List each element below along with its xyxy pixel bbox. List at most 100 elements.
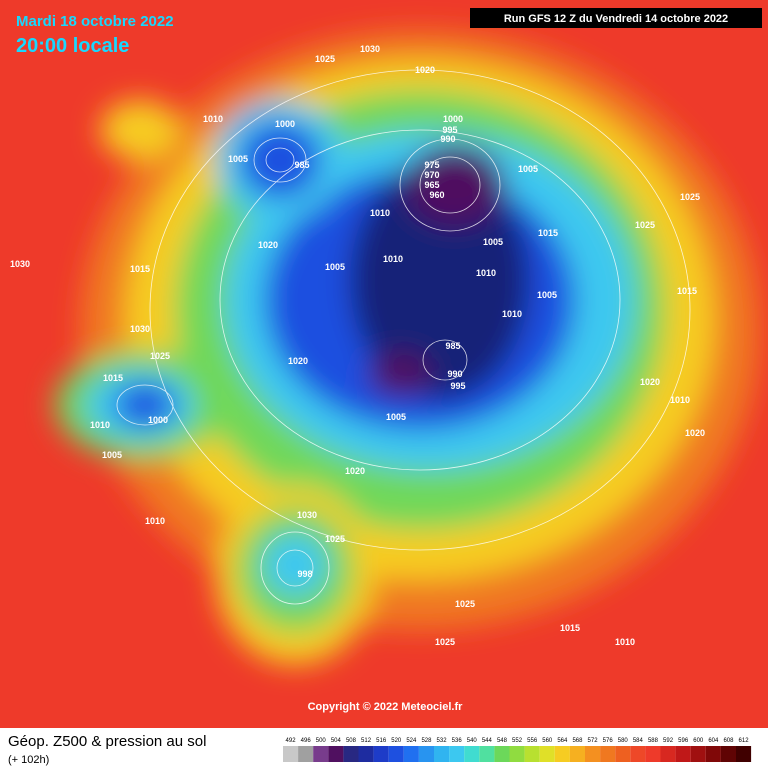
- scale-swatch: [479, 746, 495, 762]
- scale-swatch: [736, 746, 752, 762]
- scale-swatch: [524, 746, 540, 762]
- pressure-label: 1010: [670, 395, 690, 405]
- pressure-label: 1015: [538, 228, 558, 238]
- scale-label: 504: [331, 738, 342, 744]
- scale-label: 508: [346, 738, 357, 744]
- scale-swatch: [403, 746, 419, 762]
- scale-label: 492: [286, 738, 297, 744]
- scale-label: 588: [648, 738, 659, 744]
- scale-swatch: [585, 746, 601, 762]
- pressure-label: 1025: [680, 192, 700, 202]
- scale-swatch: [705, 746, 721, 762]
- pressure-label: 1030: [360, 44, 380, 54]
- scale-label: 584: [633, 738, 644, 744]
- pressure-label: 995: [442, 125, 457, 135]
- scale-swatch: [388, 746, 404, 762]
- pressure-label: 1010: [502, 309, 522, 319]
- scale-label: 556: [527, 738, 538, 744]
- pressure-label: 1030: [297, 510, 317, 520]
- scale-swatch: [343, 746, 359, 762]
- scale-swatch: [509, 746, 525, 762]
- pressure-label: 1030: [10, 259, 30, 269]
- scale-swatch: [494, 746, 510, 762]
- footer-lead: (+ 102h): [8, 754, 49, 766]
- scale-label: 532: [437, 738, 448, 744]
- pressure-label: 1030: [130, 324, 150, 334]
- run-label: Run GFS 12 Z du Vendredi 14 octobre 2022: [504, 13, 728, 25]
- scale-swatch: [449, 746, 465, 762]
- date-title: Mardi 18 octobre 2022: [16, 13, 174, 30]
- pressure-label: 1025: [150, 351, 170, 361]
- pressure-label: 1000: [148, 415, 168, 425]
- scale-label: 544: [482, 738, 493, 744]
- pressure-label: 1010: [90, 420, 110, 430]
- pressure-label: 1020: [415, 65, 435, 75]
- scale-swatch: [328, 746, 344, 762]
- scale-swatch: [464, 746, 480, 762]
- run-box: [470, 8, 762, 28]
- pressure-label: 1020: [288, 356, 308, 366]
- pressure-label: 998: [297, 569, 312, 579]
- isobars: [116, 69, 691, 605]
- scale-label: 572: [588, 738, 599, 744]
- scale-label: 540: [467, 738, 478, 744]
- pressure-label: 1010: [370, 208, 390, 218]
- copyright: Copyright © 2022 Meteociel.fr: [308, 701, 464, 713]
- scale-label: 596: [678, 738, 689, 744]
- scale-label: 512: [361, 738, 372, 744]
- scale-label: 520: [391, 738, 402, 744]
- pressure-label: 1005: [483, 237, 503, 247]
- pressure-label: 1020: [258, 240, 278, 250]
- scale-swatch: [645, 746, 661, 762]
- scale-label: 608: [723, 738, 734, 744]
- pressure-label: 1010: [145, 516, 165, 526]
- scale-label: 496: [301, 738, 312, 744]
- pressure-label: 1010: [476, 268, 496, 278]
- scale-label: 568: [572, 738, 583, 744]
- pressure-label: 1025: [455, 599, 475, 609]
- pressure-label: 1010: [383, 254, 403, 264]
- pressure-label: 1005: [386, 412, 406, 422]
- scale-swatch: [434, 746, 450, 762]
- scale-swatch: [554, 746, 570, 762]
- scale-label: 580: [618, 738, 629, 744]
- scale-label: 592: [663, 738, 674, 744]
- scale-swatch: [615, 746, 631, 762]
- pressure-label: 1025: [635, 220, 655, 230]
- pressure-label: 1010: [615, 637, 635, 647]
- scale-swatch: [569, 746, 585, 762]
- scale-label: 552: [512, 738, 523, 744]
- pressure-label: 985: [294, 160, 309, 170]
- pressure-label: 990: [440, 134, 455, 144]
- scale-swatch: [358, 746, 374, 762]
- pressure-label: 985: [445, 341, 460, 351]
- scale-label: 564: [557, 738, 568, 744]
- scale-swatch: [720, 746, 736, 762]
- pressure-label: 970: [424, 170, 439, 180]
- geopotential-field: [55, 30, 760, 665]
- scale-swatch: [373, 746, 389, 762]
- scale-swatch: [660, 746, 676, 762]
- pressure-label: 1005: [537, 290, 557, 300]
- scale-swatch: [600, 746, 616, 762]
- scale-swatch: [418, 746, 434, 762]
- scale-label: 528: [421, 738, 432, 744]
- pressure-label: 1025: [315, 54, 335, 64]
- color-scale: 492 496 500 504 508 512 516 520 524 528 532 536 540 5…: [283, 738, 752, 762]
- scale-label: 576: [603, 738, 614, 744]
- pressure-label: 960: [429, 190, 444, 200]
- scale-swatch: [630, 746, 646, 762]
- pressure-label: 1005: [228, 154, 248, 164]
- pressure-label: 1025: [325, 534, 345, 544]
- pressure-label: 1025: [435, 637, 455, 647]
- pressure-label: 1005: [102, 450, 122, 460]
- scale-label: 604: [708, 738, 719, 744]
- pressure-label: 1000: [275, 119, 295, 129]
- scale-label: 548: [497, 738, 508, 744]
- scale-swatch: [283, 746, 299, 762]
- pressure-label: 1015: [103, 373, 123, 383]
- pressure-label: 1000: [443, 114, 463, 124]
- pressure-label: 965: [424, 180, 439, 190]
